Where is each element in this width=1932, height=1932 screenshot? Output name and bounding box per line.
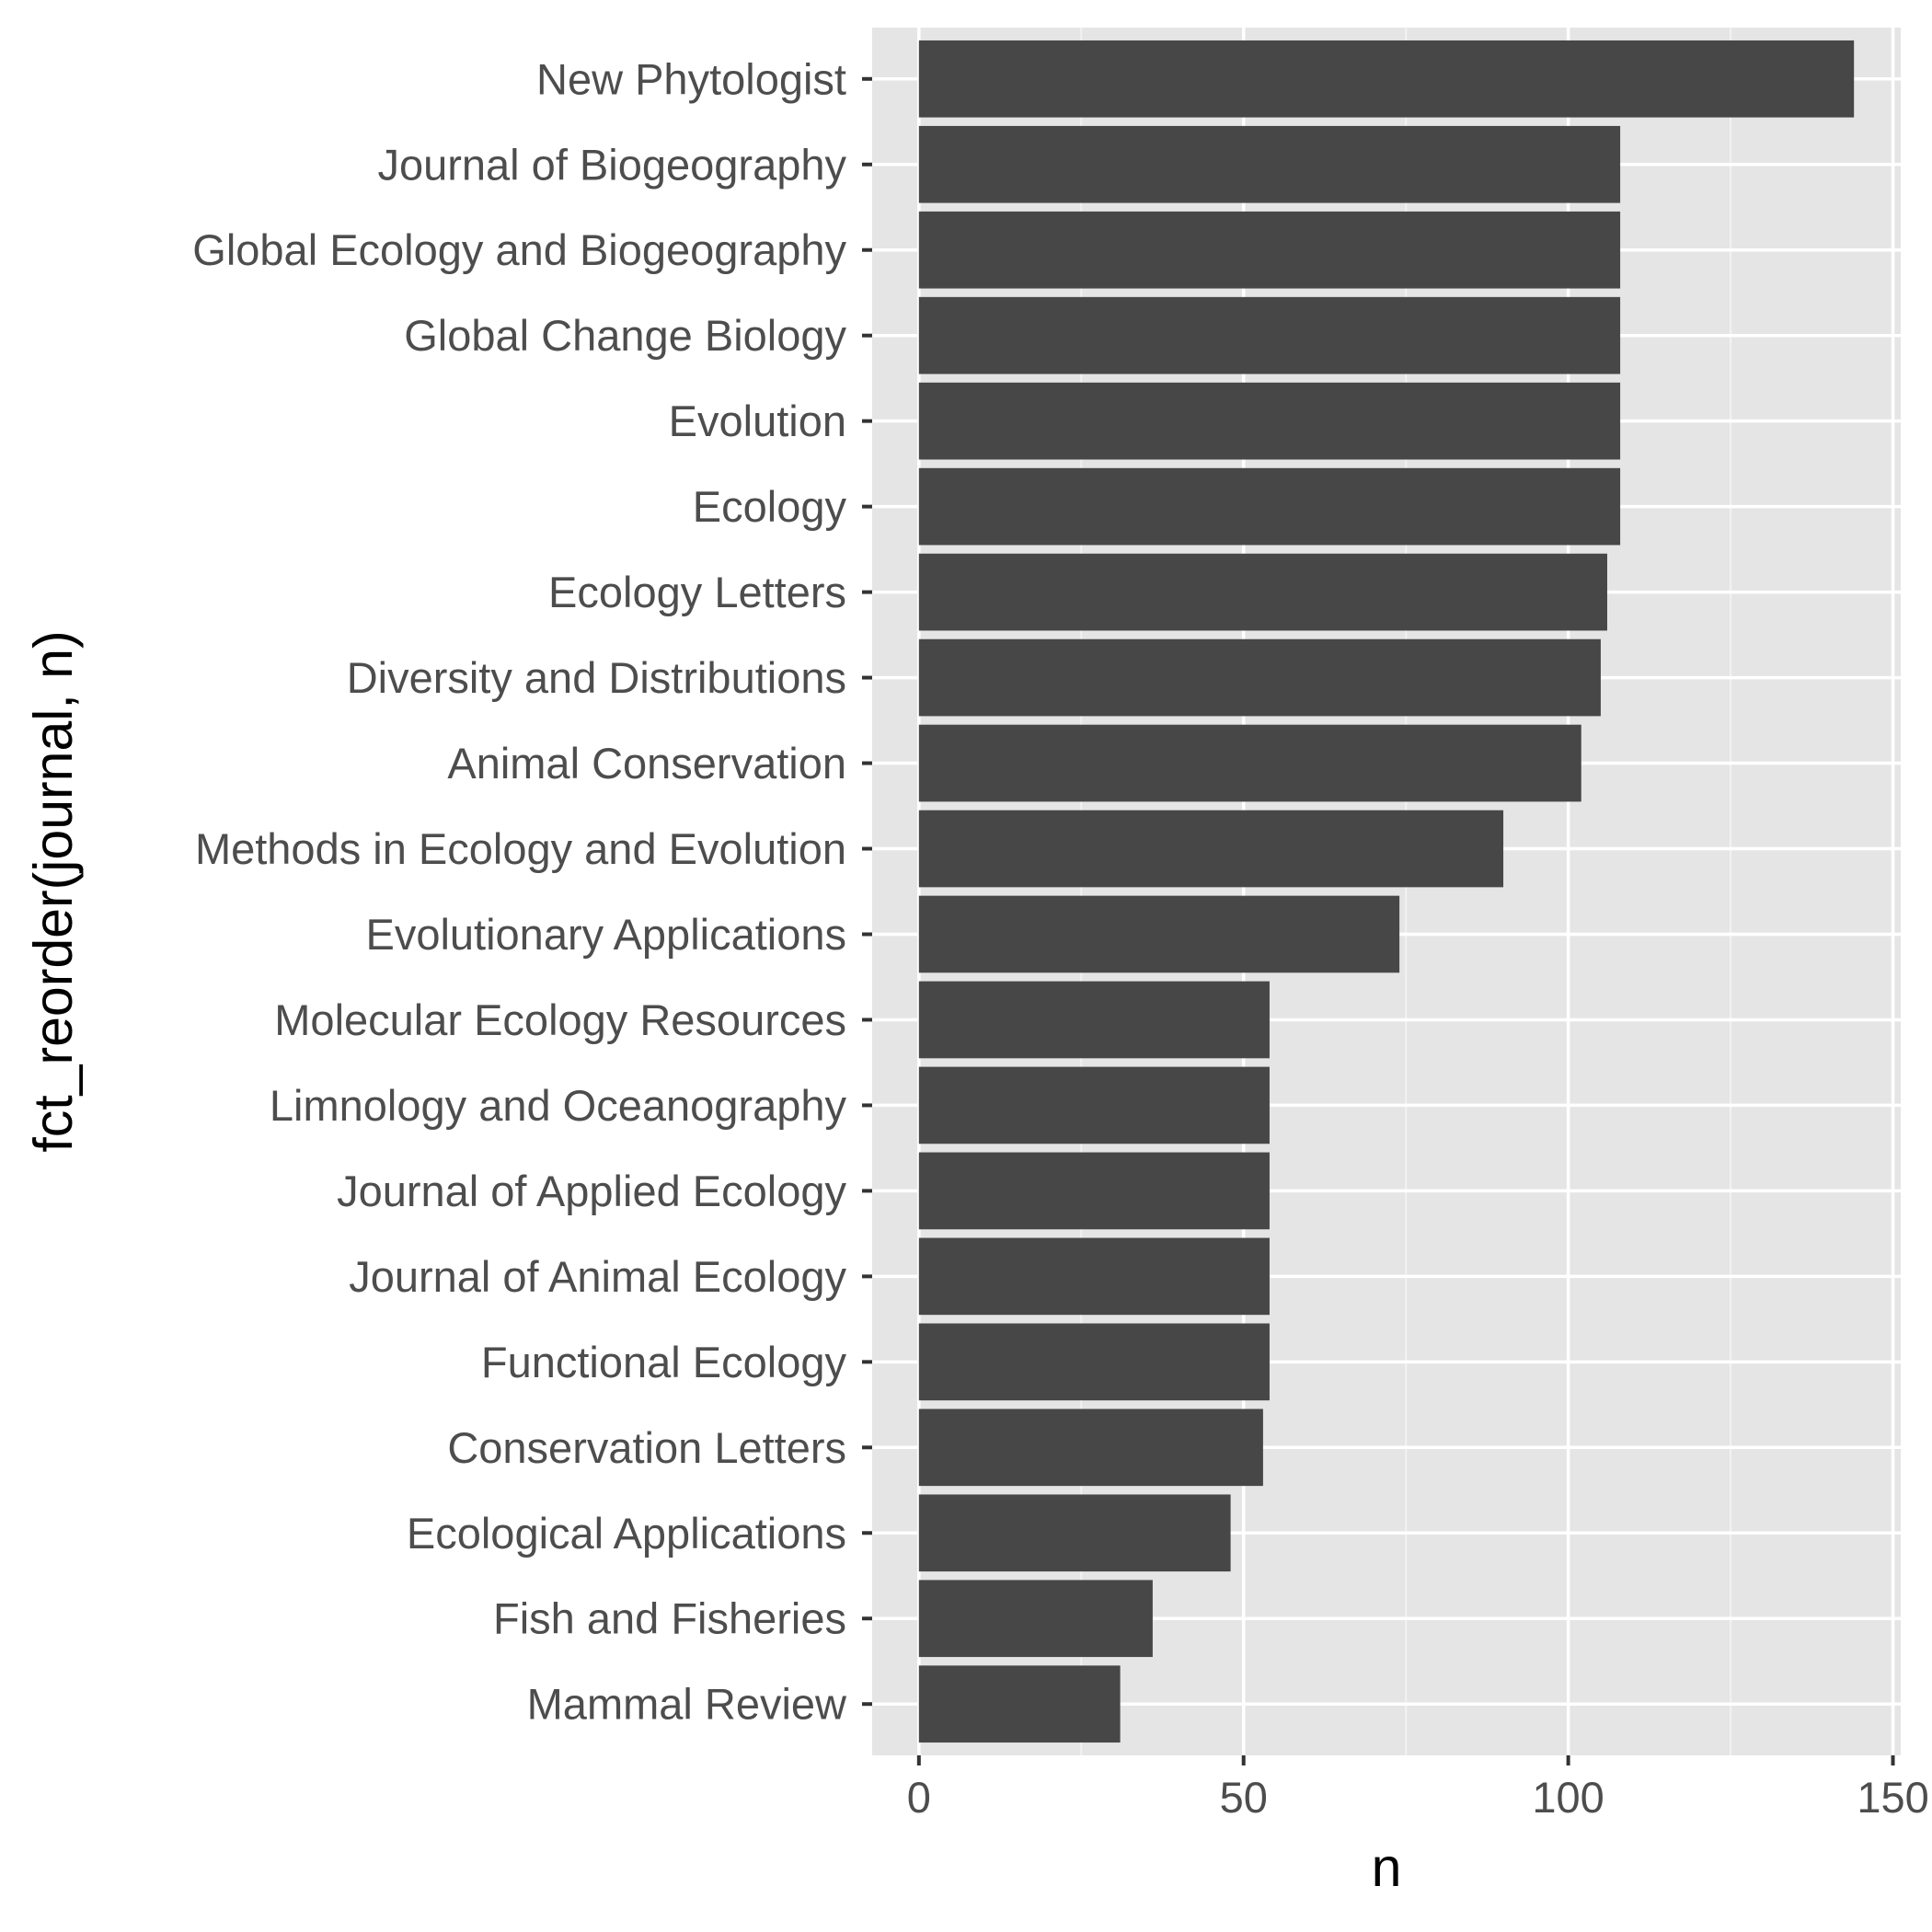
x-tick-label: 50 [1220, 1773, 1268, 1822]
y-tick-label: Evolutionary Applications [365, 910, 846, 959]
x-tick-label: 0 [907, 1773, 931, 1822]
bar [918, 1580, 1153, 1658]
bar [918, 1494, 1231, 1572]
x-tick-label: 100 [1532, 1773, 1604, 1822]
bar [918, 1323, 1270, 1401]
bar [918, 211, 1621, 289]
bars-group [918, 40, 1855, 1743]
x-axis-title: n [1372, 1837, 1402, 1898]
y-tick-label: Ecological Applications [407, 1509, 846, 1558]
bar [918, 1665, 1121, 1743]
y-axis-title: fct_reorder(journal, n) [23, 630, 84, 1152]
y-tick-label: Animal Conservation [447, 739, 846, 788]
bar [918, 724, 1581, 802]
bar [918, 895, 1400, 973]
y-tick-label: Mammal Review [527, 1680, 847, 1729]
bar [918, 1152, 1270, 1230]
y-tick-label: Conservation Letters [447, 1423, 846, 1472]
x-tick-label: 150 [1857, 1773, 1928, 1822]
bar [918, 1066, 1270, 1144]
y-tick-label: Global Ecology and Biogeography [192, 225, 846, 274]
bar [918, 638, 1601, 717]
y-tick-label: Global Change Biology [404, 311, 846, 360]
bar [918, 467, 1621, 546]
y-tick-label: Limnology and Oceanography [270, 1081, 847, 1130]
y-tick-label: Diversity and Distributions [347, 653, 846, 702]
y-tick-label: Journal of Applied Ecology [337, 1167, 846, 1215]
y-tick-label: Journal of Animal Ecology [349, 1252, 846, 1301]
bar [918, 125, 1621, 203]
y-tick-label: Journal of Biogeography [377, 140, 846, 189]
y-tick-label: Functional Ecology [481, 1338, 847, 1386]
y-tick-label: Ecology Letters [548, 568, 846, 616]
y-axis: New Phytologist Journal of Biogeography Gl… [192, 54, 872, 1729]
bar [918, 1409, 1263, 1487]
x-axis: 0 50 100 150 [907, 1755, 1929, 1822]
bar [918, 40, 1855, 118]
bar [918, 296, 1621, 374]
y-tick-label: Fish and Fisheries [493, 1594, 846, 1643]
bar [918, 553, 1607, 631]
y-tick-label: Ecology [693, 482, 847, 531]
bar [918, 981, 1270, 1059]
y-tick-label: New Phytologist [536, 54, 846, 103]
y-tick-label: Molecular Ecology Resources [274, 995, 846, 1044]
bar [918, 382, 1621, 460]
bar [918, 810, 1504, 888]
bar [918, 1237, 1270, 1316]
y-tick-label: Methods in Ecology and Evolution [195, 824, 846, 873]
y-tick-label: Evolution [669, 397, 846, 445]
